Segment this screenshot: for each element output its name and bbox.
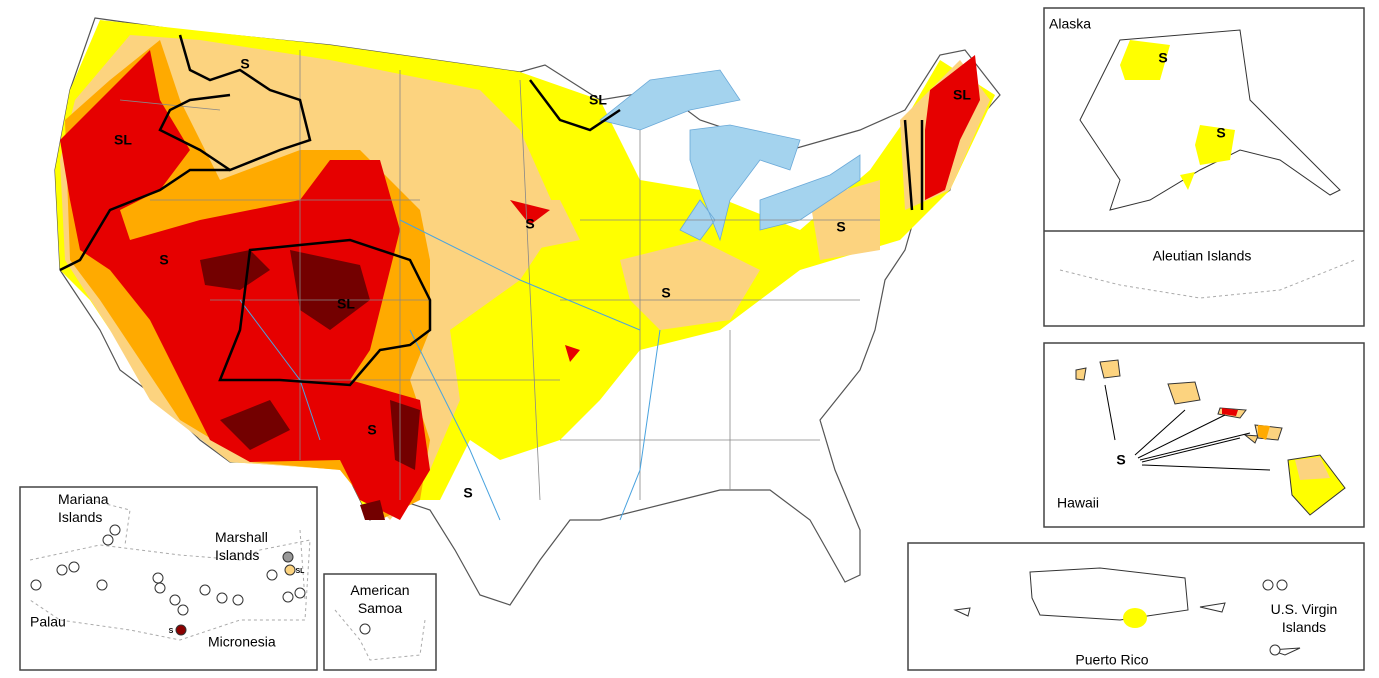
impact-label: SL	[114, 132, 132, 148]
impact-label: SL	[953, 87, 971, 103]
label-line: Islands	[58, 509, 102, 525]
hawaii-islands	[1075, 359, 1346, 516]
pr-islands	[953, 567, 1301, 656]
multiline-label: Marshall Islands	[215, 529, 268, 563]
impact-label: S	[836, 219, 845, 235]
label-line: Marshall	[215, 529, 268, 545]
label: S	[1116, 452, 1125, 468]
label-line: Islands	[215, 547, 259, 563]
label: Aleutian Islands	[1153, 248, 1252, 264]
great-lakes	[599, 69, 861, 242]
label-line: Samoa	[358, 600, 403, 616]
impact-label: S	[367, 422, 376, 438]
multiline-label: U.S. Virgin Islands	[1271, 601, 1338, 635]
alaska-drought	[1120, 40, 1235, 190]
label-line: Islands	[1282, 619, 1326, 635]
state-lines	[119, 50, 880, 521]
label: S	[1216, 125, 1225, 141]
pacific-inset	[19, 486, 318, 671]
impact-label: S	[463, 485, 472, 501]
label-line: American	[350, 582, 409, 598]
multiline-label: Mariana Islands	[58, 491, 109, 525]
label: Palau	[30, 614, 66, 630]
label: Hawaii	[1057, 495, 1099, 511]
impact-label: S	[159, 252, 168, 268]
label: S	[1158, 50, 1167, 66]
pacific-zones	[29, 499, 311, 641]
samoa-zone	[334, 609, 426, 661]
label-line: Mariana	[58, 491, 109, 507]
label: Alaska	[1049, 16, 1091, 32]
impact-label: SL	[589, 92, 607, 108]
pacific-islands	[30, 524, 306, 636]
impact-label: S	[525, 216, 534, 232]
label: Micronesia	[208, 634, 276, 650]
impact-label: S	[661, 285, 670, 301]
impact-boundaries	[59, 34, 924, 387]
impact-label: S	[169, 628, 174, 635]
multiline-label: American Samoa	[350, 582, 409, 616]
label-line: U.S. Virgin	[1271, 601, 1338, 617]
label: Puerto Rico	[1075, 652, 1148, 668]
impact-label: S	[240, 56, 249, 72]
samoa-island	[359, 623, 371, 635]
impact-label: SL	[337, 296, 355, 312]
samoa-inset	[323, 573, 437, 671]
impact-label: SL	[296, 568, 306, 575]
